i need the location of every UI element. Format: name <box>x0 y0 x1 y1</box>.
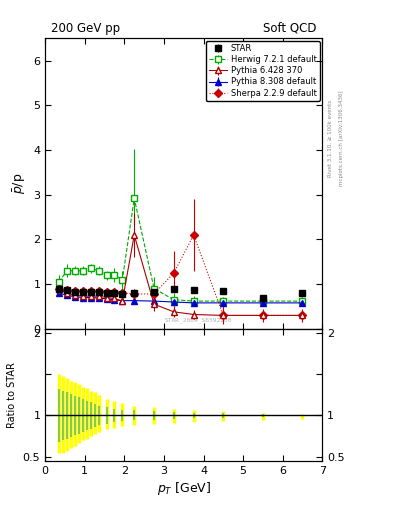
Text: Rivet 3.1.10, ≥ 100k events: Rivet 3.1.10, ≥ 100k events <box>328 100 333 177</box>
Text: 200 GeV pp: 200 GeV pp <box>51 22 120 35</box>
Text: mcplots.cern.ch [arXiv:1306.3436]: mcplots.cern.ch [arXiv:1306.3436] <box>339 91 344 186</box>
Text: Soft QCD: Soft QCD <box>263 22 317 35</box>
Text: STAR_2009_S6592200: STAR_2009_S6592200 <box>164 317 232 323</box>
Y-axis label: $\bar{p}$/p: $\bar{p}$/p <box>11 173 28 195</box>
Y-axis label: Ratio to STAR: Ratio to STAR <box>7 362 17 428</box>
Legend: STAR, Herwig 7.2.1 default, Pythia 6.428 370, Pythia 8.308 default, Sherpa 2.2.9: STAR, Herwig 7.2.1 default, Pythia 6.428… <box>206 41 320 101</box>
X-axis label: $p_T$ [GeV]: $p_T$ [GeV] <box>156 480 211 497</box>
